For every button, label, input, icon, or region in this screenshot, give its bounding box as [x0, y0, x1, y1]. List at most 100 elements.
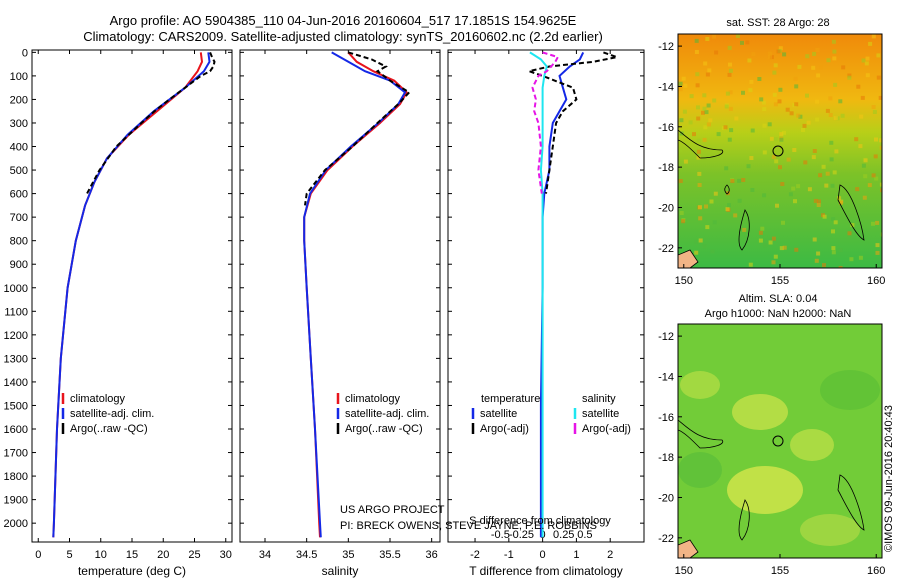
sla-anomaly — [680, 371, 720, 399]
salinity-plot: 34 34.5 35 35.5 36 — [240, 50, 440, 561]
sst-pixel — [758, 238, 763, 243]
sst-pixel — [858, 255, 863, 260]
sst-pixel — [773, 102, 778, 107]
sst-pixel — [745, 40, 750, 45]
sst-pixel — [772, 70, 777, 75]
sst-pixel — [880, 188, 882, 193]
sst-pixel — [805, 54, 810, 59]
sst-pixel — [807, 187, 812, 192]
coastline — [678, 249, 699, 268]
series-line-satellite-adj-clim- — [303, 51, 407, 538]
sst-pixel — [796, 113, 801, 118]
sst-pixel — [834, 149, 839, 154]
sst-pixel — [697, 183, 702, 187]
sst-pixel — [860, 95, 865, 100]
sst-pixel — [875, 243, 880, 248]
reef-contour — [678, 129, 724, 159]
sst-pixel — [867, 183, 872, 188]
sst-pixel — [879, 182, 882, 187]
sst-pixel — [847, 75, 852, 80]
sst-pixel — [777, 99, 782, 104]
sst-pixel — [822, 214, 827, 219]
sst-pixel — [815, 48, 820, 52]
sst-pixel — [778, 87, 783, 92]
x-top-tick-label: -0.25 — [509, 529, 534, 541]
sst-pixel — [780, 182, 785, 186]
sst-pixel — [749, 79, 754, 84]
sst-pixel — [838, 248, 843, 253]
sst-pixel — [694, 50, 699, 54]
sst-field — [678, 34, 882, 268]
sst-pixel — [729, 128, 734, 133]
sst-pixel — [705, 72, 710, 77]
sst-pixel — [696, 116, 701, 121]
series-line-argo-raw-qc- — [304, 51, 411, 206]
reef-contour — [724, 184, 730, 195]
sla-map — [678, 324, 882, 558]
sla-anomaly — [678, 452, 722, 488]
sst-pixel — [704, 204, 708, 209]
sst-pixel — [750, 188, 755, 192]
sst-pixel — [818, 173, 823, 178]
x-tick-label: 34.5 — [296, 549, 317, 561]
sst-pixel — [775, 203, 779, 208]
map-y-tick-label: -18 — [658, 162, 674, 174]
sst-pixel — [828, 113, 833, 117]
sst-pixel — [735, 34, 740, 38]
sst-pixel — [771, 154, 776, 159]
series-group — [52, 52, 216, 538]
sst-map-title: sat. SST: 28 Argo: 28 — [726, 17, 829, 29]
sst-pixel — [829, 140, 834, 145]
sst-pixel — [678, 81, 683, 86]
sst-pixel — [771, 236, 776, 241]
sst-pixel — [803, 160, 808, 165]
sst-pixel — [774, 159, 779, 164]
x-tick-label: 1 — [573, 549, 579, 561]
sla-anomaly — [820, 370, 880, 410]
sst-pixel — [838, 266, 843, 268]
sst-pixel — [683, 83, 688, 88]
difference-legend: temperature salinity satellite Argo(-adj… — [471, 393, 631, 435]
sst-pixel — [727, 203, 731, 208]
sst-pixel — [797, 64, 802, 69]
sst-pixel — [708, 118, 713, 123]
sst-pixel — [694, 239, 698, 244]
depth-tick-label: 1700 — [4, 448, 28, 460]
depth-tick-label: 1800 — [4, 471, 28, 483]
sst-pixel — [767, 122, 772, 127]
sst-pixel — [678, 148, 682, 152]
sst-pixel — [833, 82, 838, 87]
sst-pixel — [873, 154, 878, 159]
sla-anomaly — [732, 394, 788, 430]
sst-pixel — [826, 58, 831, 63]
map-y-tick-label: -20 — [658, 492, 674, 504]
sst-pixel — [737, 178, 742, 183]
sst-pixel — [678, 87, 683, 92]
profile-location-marker — [772, 145, 784, 157]
sst-pixel — [678, 179, 683, 183]
sst-pixel — [767, 51, 772, 56]
legend-header-temperature: temperature — [481, 393, 540, 405]
sst-pixel — [728, 106, 733, 111]
x-tick-label: 30 — [220, 549, 232, 561]
map-y-tick-label: -12 — [658, 331, 674, 343]
sst-pixel — [781, 220, 785, 225]
sst-pixel — [832, 56, 837, 61]
sst-pixel — [725, 91, 730, 96]
sst-pixel — [700, 145, 705, 150]
sst-pixel — [768, 240, 773, 245]
x-top-tick-label: 0.5 — [577, 529, 592, 541]
sst-pixel — [856, 84, 861, 89]
x-tick-label: 5 — [66, 549, 72, 561]
sst-pixel — [696, 155, 701, 160]
x-tick-label: 35 — [342, 549, 354, 561]
sst-pixel — [830, 183, 835, 188]
sst-pixel — [794, 102, 799, 107]
sst-pixel — [878, 95, 882, 100]
depth-tick-label: 600 — [10, 189, 28, 201]
sst-pixel — [763, 243, 768, 248]
sst-pixel — [850, 223, 855, 228]
x-top-tick-label: 0.25 — [553, 529, 574, 541]
sst-pixel — [789, 111, 794, 116]
depth-tick-label: 1100 — [4, 306, 28, 318]
